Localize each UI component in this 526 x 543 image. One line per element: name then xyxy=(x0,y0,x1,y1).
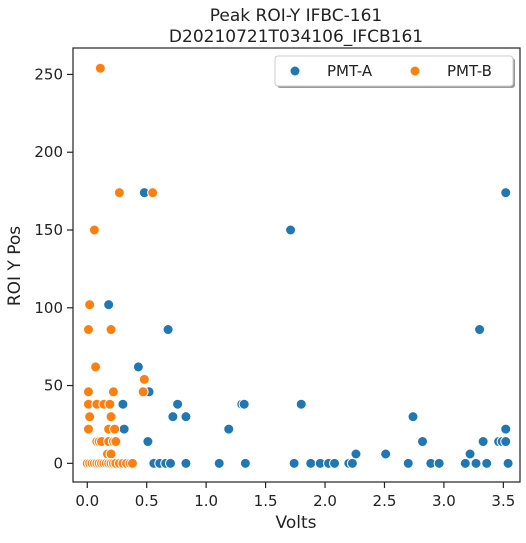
pmt-b-point xyxy=(82,386,94,398)
pmt-a-point xyxy=(459,457,471,469)
legend-label-pmt-b: PMT-B xyxy=(447,62,492,80)
pmt-a-point xyxy=(350,448,362,460)
y-tick-label: 200 xyxy=(34,143,63,161)
pmt-a-point xyxy=(502,457,514,469)
y-tick-label: 0 xyxy=(53,454,63,472)
pmt-b-point xyxy=(94,62,106,74)
x-tick-label: 3.5 xyxy=(491,492,515,510)
pmt-b-point xyxy=(82,423,94,435)
pmt-a-point xyxy=(329,457,341,469)
pmt-b-point xyxy=(137,386,149,398)
pmt-b-point xyxy=(107,386,119,398)
pmt-b-point xyxy=(90,361,102,373)
pmt-b-point xyxy=(109,423,121,435)
pmt-b-point xyxy=(126,457,138,469)
legend-marker-pmt-a xyxy=(289,65,301,77)
pmt-a-point xyxy=(223,423,235,435)
pmt-a-point xyxy=(477,436,489,448)
pmt-b-point xyxy=(82,324,94,336)
pmt-a-point xyxy=(118,423,130,435)
y-tick-label: 100 xyxy=(34,299,63,317)
x-tick-label: 1.5 xyxy=(254,492,278,510)
pmt-a-point xyxy=(288,457,300,469)
y-tick-label: 150 xyxy=(34,221,63,239)
pmt-a-point xyxy=(500,423,512,435)
pmt-a-point xyxy=(380,448,392,460)
pmt-a-point xyxy=(474,324,486,336)
y-axis-ticks: 0 50 100 150 200 250 xyxy=(34,65,73,472)
pmt-a-point xyxy=(295,398,307,410)
pmt-a-point xyxy=(500,187,512,199)
pmt-b-point xyxy=(88,224,100,236)
pmt-a-point xyxy=(142,436,154,448)
pmt-b-point xyxy=(104,398,116,410)
x-tick-label: 2.0 xyxy=(313,492,337,510)
x-axis-label: Volts xyxy=(276,513,317,533)
x-tick-label: 2.5 xyxy=(373,492,397,510)
pmt-a-point xyxy=(172,398,184,410)
legend-label-pmt-a: PMT-A xyxy=(327,62,373,80)
legend-marker-pmt-b xyxy=(409,65,421,77)
pmt-a-point xyxy=(433,457,445,469)
pmt-a-point xyxy=(239,457,251,469)
pmt-a-point xyxy=(164,457,176,469)
pmt-a-point xyxy=(285,224,297,236)
x-tick-label: 0.0 xyxy=(75,492,99,510)
pmt-a-point xyxy=(346,457,358,469)
legend-box xyxy=(274,55,514,87)
chart-title-line-1: Peak ROI-Y IFBC-161 xyxy=(210,6,383,26)
pmt-a-point xyxy=(500,436,512,448)
pmt-b-point xyxy=(113,187,125,199)
pmt-a-point xyxy=(238,398,250,410)
pmt-a-point xyxy=(162,324,174,336)
pmt-a-point xyxy=(417,436,429,448)
pmt-b-point xyxy=(84,299,96,311)
pmt-a-point xyxy=(180,457,192,469)
pmt-b-point xyxy=(105,448,117,460)
pmt-a-point xyxy=(103,299,115,311)
pmt-a-point xyxy=(464,448,476,460)
x-axis-ticks: 0.0 0.5 1.0 1.5 2.0 2.5 3.0 3.5 xyxy=(75,482,515,510)
chart-title-line-2: D20210721T034106_IFCB161 xyxy=(169,27,423,47)
y-axis-label: ROI Y Pos xyxy=(5,226,25,306)
pmt-a-point xyxy=(132,361,144,373)
data-points xyxy=(81,62,514,469)
pmt-b-point xyxy=(84,411,96,423)
pmt-b-point xyxy=(105,411,117,423)
pmt-a-point xyxy=(402,457,414,469)
x-tick-label: 0.5 xyxy=(135,492,159,510)
pmt-a-point xyxy=(167,411,179,423)
pmt-a-point xyxy=(481,457,493,469)
pmt-a-point xyxy=(305,457,317,469)
pmt-a-point xyxy=(117,398,129,410)
pmt-a-point xyxy=(213,457,225,469)
pmt-a-point xyxy=(470,457,482,469)
y-tick-label: 50 xyxy=(44,377,63,395)
y-tick-label: 250 xyxy=(34,65,63,83)
legend: PMT-A PMT-B xyxy=(274,55,515,88)
plot-frame xyxy=(72,47,521,483)
pmt-b-point xyxy=(110,436,122,448)
pmt-b-point xyxy=(105,324,117,336)
x-tick-label: 1.0 xyxy=(194,492,218,510)
pmt-b-point xyxy=(147,187,159,199)
pmt-a-point xyxy=(180,411,192,423)
x-tick-label: 3.0 xyxy=(432,492,456,510)
pmt-b-point xyxy=(138,373,150,385)
chart-title: Peak ROI-Y IFBC-161 D20210721T034106_IFC… xyxy=(169,6,423,47)
pmt-a-point xyxy=(407,411,419,423)
